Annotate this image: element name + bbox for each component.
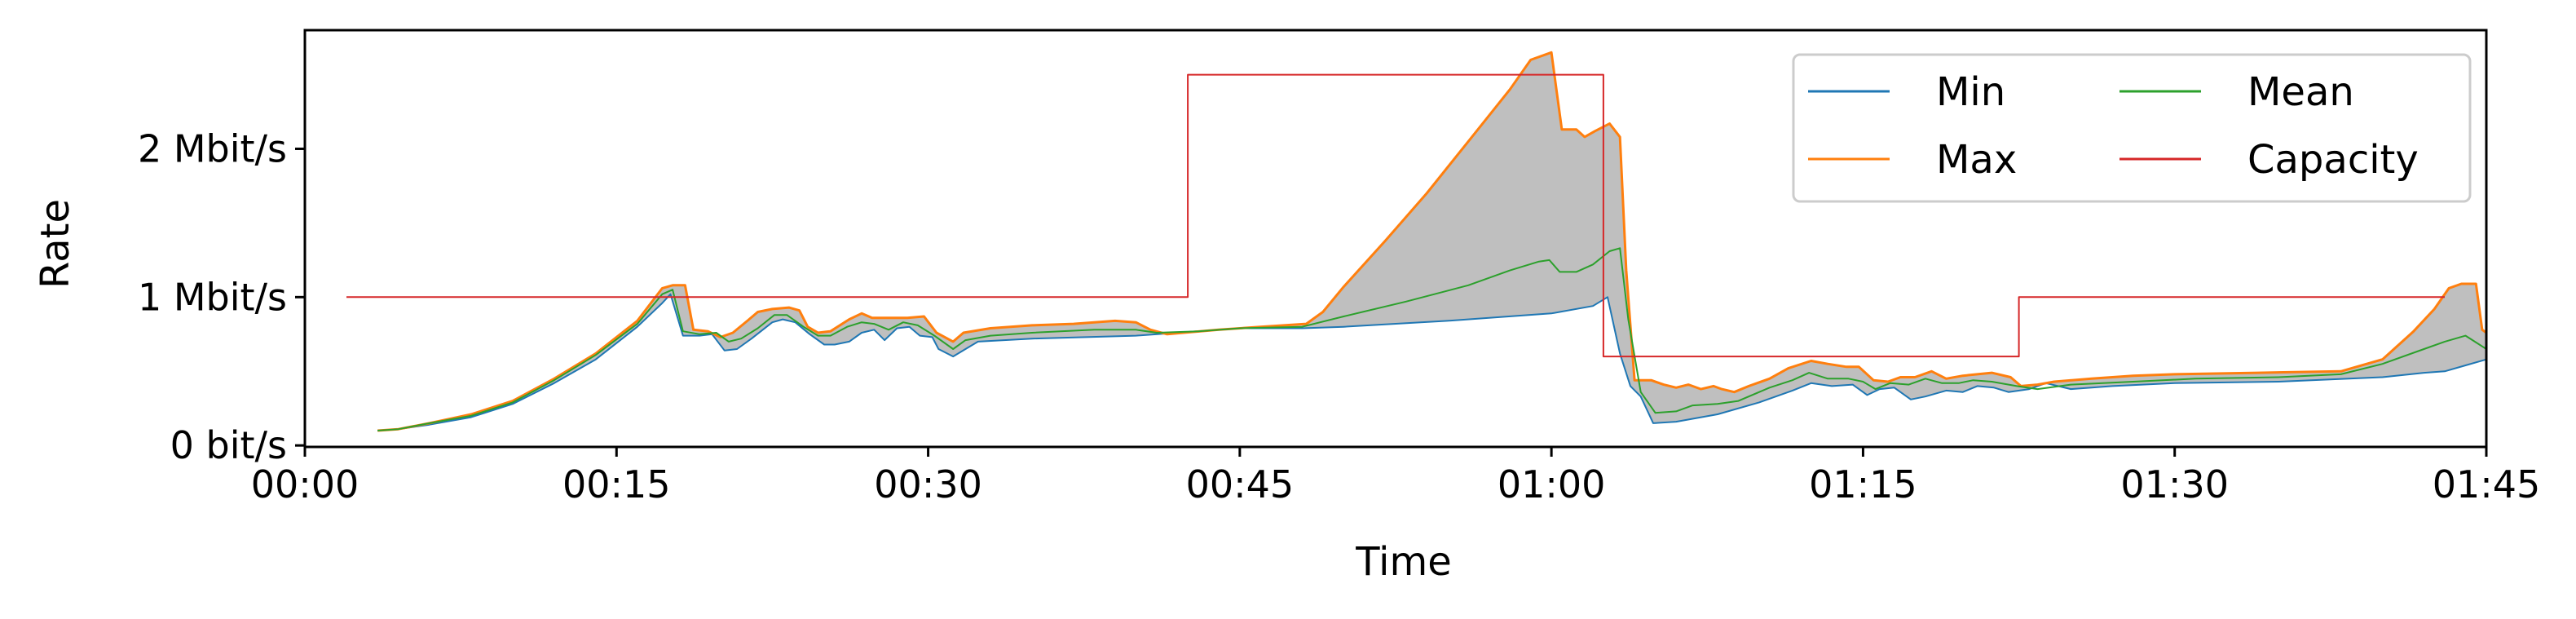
x-tick-label: 01:30: [2120, 462, 2229, 506]
legend: Min Max Mean Capacity: [1792, 53, 2472, 203]
x-tick-label: 00:30: [874, 462, 982, 506]
x-tick-label: 01:00: [1498, 462, 1606, 506]
legend-frame: [1792, 53, 2472, 203]
x-tick-label: 00:45: [1186, 462, 1295, 506]
x-tick-label: 00:15: [562, 462, 671, 506]
plot-area: [303, 29, 2488, 449]
min-max-band: [377, 52, 2487, 431]
plot-frame: [303, 29, 2488, 449]
x-tick-label: 01:45: [2433, 462, 2541, 506]
min-legend-label: Min: [1936, 69, 2005, 115]
x-tick-label: 00:00: [251, 462, 359, 506]
capacity-legend-label: Capacity: [2247, 137, 2419, 183]
y-axis-label: Rate: [33, 199, 78, 289]
y-tick-label: 2 Mbit/s: [138, 126, 287, 170]
mean-line: [377, 247, 2487, 431]
mean-legend-label: Mean: [2247, 69, 2354, 115]
max-line: [377, 51, 2487, 432]
capacity-line: [346, 73, 2445, 358]
y-tick-label: 1 Mbit/s: [138, 275, 287, 319]
y-tick-label: 0 bit/s: [170, 423, 287, 467]
max-legend-label: Max: [1936, 137, 2017, 183]
series-layer: [346, 51, 2487, 432]
min-max-band-layer: [377, 52, 2487, 431]
x-axis-label: Time: [1355, 539, 1451, 585]
x-tick-label: 01:15: [1809, 462, 1917, 506]
y-axis: 0 bit/s 1 Mbit/s 2 Mbit/s: [138, 126, 305, 467]
x-axis: 00:00 00:15 00:30 00:45 01:00 01:15 01:30 01:45: [251, 447, 2541, 506]
